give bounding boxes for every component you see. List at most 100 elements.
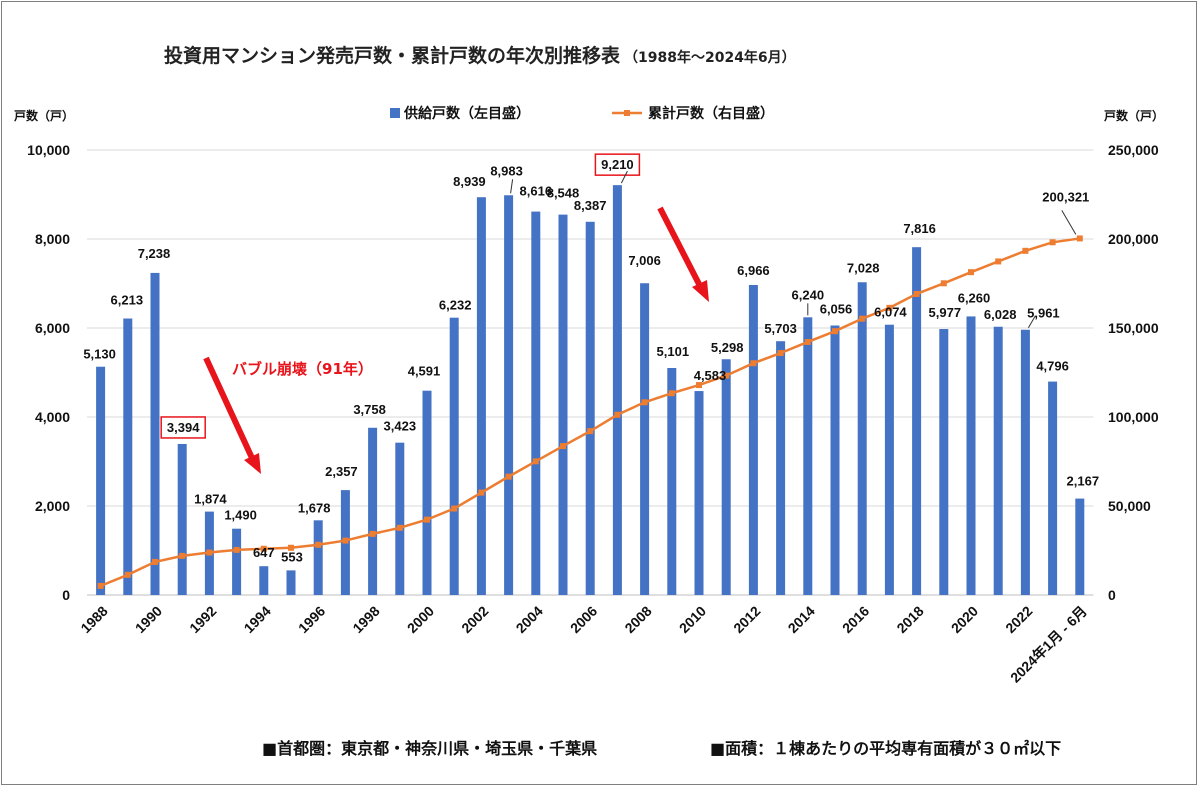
bar-value-label: 6,966 — [737, 263, 770, 278]
bar — [884, 324, 894, 595]
right-axis-unit: 戸数（戸） — [1104, 108, 1164, 123]
highlight-box — [594, 153, 641, 176]
bar — [585, 221, 595, 595]
bar-value-label: 553 — [281, 549, 303, 564]
x-tick-label: 2018 — [893, 603, 926, 636]
line-point — [424, 516, 430, 523]
line-point — [396, 524, 403, 531]
line-point — [968, 269, 974, 276]
line-point — [696, 382, 702, 389]
x-tick-label: 2004 — [513, 603, 546, 636]
x-tick-label: 2002 — [458, 603, 491, 636]
x-tick-label: 2014 — [785, 603, 818, 636]
footnote-size: ■面積：１棟あたりの平均専有面積が３０㎡以下 — [710, 739, 1061, 758]
x-tick-label: 1996 — [295, 603, 328, 636]
bubble-arrow-head — [244, 453, 261, 474]
bar-value-label: 7,006 — [628, 253, 661, 268]
bar — [857, 282, 867, 595]
bar-value-label: 1,678 — [298, 500, 331, 515]
line-point — [587, 428, 594, 435]
bar-value-label: 2,167 — [1067, 474, 1100, 489]
bar-value-label: 8,983 — [490, 163, 523, 178]
line-point — [913, 290, 920, 297]
bar-value-label: 7,816 — [903, 221, 936, 236]
bar-value-label: 3,758 — [353, 402, 386, 417]
bar — [123, 318, 133, 595]
line-point — [152, 558, 158, 565]
line-point — [614, 411, 621, 418]
bar — [449, 317, 459, 595]
line-point — [532, 458, 539, 465]
bar — [313, 520, 323, 595]
bar — [912, 247, 922, 596]
bar-value-label: 6,240 — [792, 287, 825, 302]
x-tick-label: 2006 — [567, 603, 600, 636]
bar-value-label: 6,074 — [874, 305, 907, 320]
line-point — [777, 350, 784, 357]
y-right-tick-label: 100,000 — [1108, 409, 1159, 425]
x-tick-label: 1990 — [132, 603, 165, 636]
bar — [177, 443, 187, 595]
bar — [667, 368, 677, 595]
bar — [612, 185, 622, 595]
y-left-tick-label: 6,000 — [35, 320, 70, 336]
y-right-tick-label: 150,000 — [1108, 320, 1159, 336]
line-point — [560, 443, 566, 450]
bar-value-label: 5,298 — [711, 340, 744, 355]
line-point — [451, 505, 458, 512]
y-right-tick-label: 200,000 — [1108, 231, 1159, 247]
bar — [830, 325, 840, 595]
bar-value-label: 6,232 — [439, 298, 472, 313]
bar-value-label: 5,130 — [83, 347, 116, 362]
line-point — [804, 338, 811, 345]
line-series — [97, 235, 1083, 589]
y-left-tick-label: 4,000 — [35, 409, 70, 425]
x-tick-label: 2010 — [676, 603, 709, 636]
legend-line-label: 累計戸数（右目盛） — [648, 105, 774, 122]
bar-value-label: 4,591 — [408, 364, 441, 379]
line-point — [668, 390, 675, 397]
bar — [476, 197, 486, 596]
bar-value-label: 5,977 — [929, 305, 962, 320]
bar-value-label: 6,260 — [958, 290, 991, 305]
bar — [939, 329, 949, 595]
legend-bar-swatch — [390, 108, 400, 118]
bar-series — [96, 185, 1085, 596]
line-point — [940, 280, 947, 287]
label-leader — [510, 179, 514, 194]
bar — [1048, 381, 1058, 595]
left-axis-unit: 戸数（戸） — [14, 108, 74, 123]
line-point — [233, 546, 240, 553]
bar — [993, 326, 1003, 595]
y-left-tick-label: 0 — [62, 587, 70, 603]
y-left-tick-label: 10,000 — [27, 142, 70, 158]
x-tick-label: 1994 — [241, 603, 274, 636]
bar — [368, 427, 378, 595]
bar — [640, 283, 650, 595]
chart-title: 投資用マンション発売戸数・累計戸数の年次別推移表 — [164, 44, 621, 67]
bar-value-label: 8,616 — [520, 184, 553, 199]
bar-value-label: 5,703 — [764, 321, 797, 336]
bar — [1075, 498, 1085, 595]
bar-value-label: 4,583 — [694, 368, 727, 383]
line-point — [641, 399, 648, 406]
line-point — [179, 552, 186, 559]
chart-subtitle: （1988年～2024年6月） — [624, 49, 796, 66]
bar — [259, 566, 269, 595]
bar-value-label: 8,387 — [574, 198, 607, 213]
bar — [504, 195, 514, 595]
y-right-tick-label: 250,000 — [1108, 142, 1159, 158]
y-left-tick-label: 2,000 — [35, 498, 70, 514]
line-point — [1049, 239, 1056, 246]
bar-value-label: 7,028 — [847, 260, 880, 275]
x-tick-label: 2022 — [1002, 603, 1035, 636]
line-point — [342, 537, 349, 544]
bar — [776, 341, 786, 595]
line-point — [478, 489, 485, 496]
bubble-annotation-text: バブル崩壊（91年） — [232, 360, 373, 378]
x-tick-label: 2016 — [839, 603, 872, 636]
label-leader — [1027, 315, 1036, 328]
line-point — [260, 545, 267, 552]
bar-value-label: 8,939 — [453, 174, 486, 189]
